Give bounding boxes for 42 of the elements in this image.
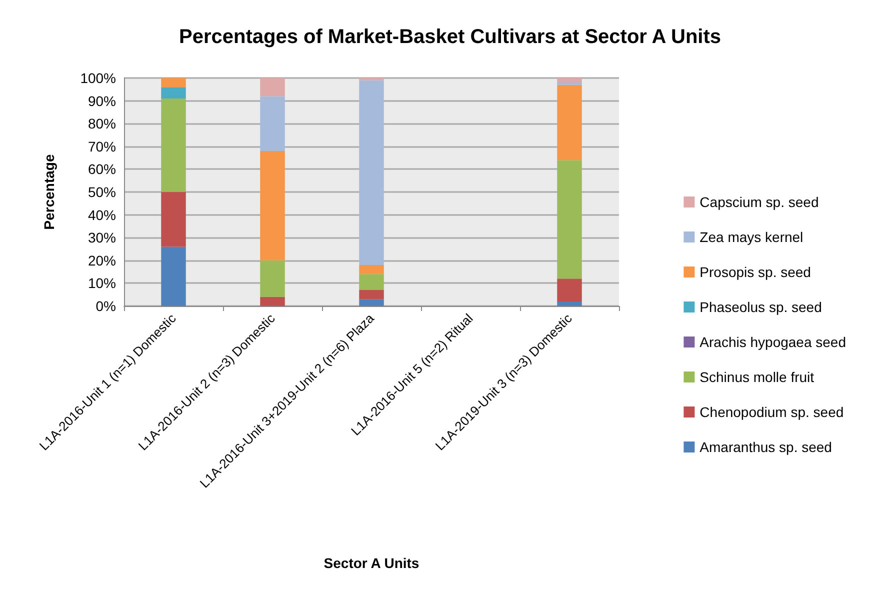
y-tick-label: 50% (88, 184, 116, 200)
legend-label: Chenopodium sp. seed (700, 404, 844, 420)
y-tick-label: 70% (88, 138, 116, 154)
bar (557, 78, 582, 83)
y-tick-label: 60% (88, 161, 116, 178)
bar (161, 246, 186, 306)
chart-title: Percentages of Market-Basket Cultivars at Sector A Units (178, 26, 722, 48)
bar (260, 150, 285, 260)
y-tick-label: 10% (88, 275, 116, 292)
y-tick-label: 40% (88, 206, 116, 223)
y-axis-title: Percentage (41, 154, 57, 230)
y-tick-label: 0% (96, 298, 116, 314)
legend-label: Capscium sp. seed (700, 194, 819, 210)
bar (359, 264, 384, 274)
legend-label: Schinus molle fruit (700, 369, 814, 385)
x-axis-title: Sector A Units (324, 555, 420, 571)
bar (260, 96, 285, 151)
legend-label: Phaseolus sp. seed (700, 299, 822, 315)
bar (161, 78, 186, 88)
legend-label: Prosopis sp. seed (700, 264, 811, 280)
bar (161, 87, 186, 99)
bar (557, 278, 582, 302)
bar (557, 160, 582, 279)
bar (161, 98, 186, 192)
y-tick-label: 90% (88, 92, 116, 109)
bar (260, 78, 285, 96)
bar (161, 192, 186, 247)
y-tick-label: 20% (88, 252, 116, 268)
y-tick-label: 80% (88, 116, 116, 132)
bar (557, 301, 582, 306)
bar (260, 260, 285, 297)
legend-label: Amaranthus sp. seed (700, 439, 832, 455)
bar (260, 296, 285, 306)
legend-label: Zea mays kernel (700, 229, 804, 245)
y-tick-label: 30% (88, 230, 116, 246)
bar (359, 299, 384, 306)
legend-label: Arachis hypogaea seed (700, 334, 846, 350)
bar (359, 274, 384, 290)
y-tick-label: 100% (80, 70, 116, 86)
bar (557, 84, 582, 160)
bar (359, 80, 384, 265)
bar (359, 290, 384, 300)
